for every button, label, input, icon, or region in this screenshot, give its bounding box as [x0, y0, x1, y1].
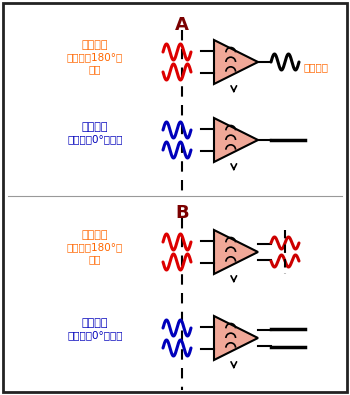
Text: （同相，0°相差）: （同相，0°相差）: [67, 330, 123, 340]
Text: 共模信號: 共模信號: [82, 122, 108, 132]
Text: 差模信號: 差模信號: [82, 230, 108, 240]
FancyBboxPatch shape: [3, 3, 347, 392]
Text: A: A: [175, 16, 189, 34]
Text: 差模信號: 差模信號: [82, 40, 108, 50]
Text: B: B: [175, 204, 189, 222]
Polygon shape: [214, 118, 258, 162]
Text: （反相，180°相: （反相，180°相: [67, 52, 123, 62]
Polygon shape: [214, 230, 258, 274]
Text: 差）: 差）: [89, 64, 101, 74]
Polygon shape: [214, 316, 258, 360]
Text: 單端信號: 單端信號: [303, 62, 328, 72]
Text: （反相，180°相: （反相，180°相: [67, 242, 123, 252]
Text: 差）: 差）: [89, 254, 101, 264]
Text: 共模信號: 共模信號: [82, 318, 108, 328]
Text: （同相，0°相差）: （同相，0°相差）: [67, 134, 123, 144]
Polygon shape: [214, 40, 258, 84]
